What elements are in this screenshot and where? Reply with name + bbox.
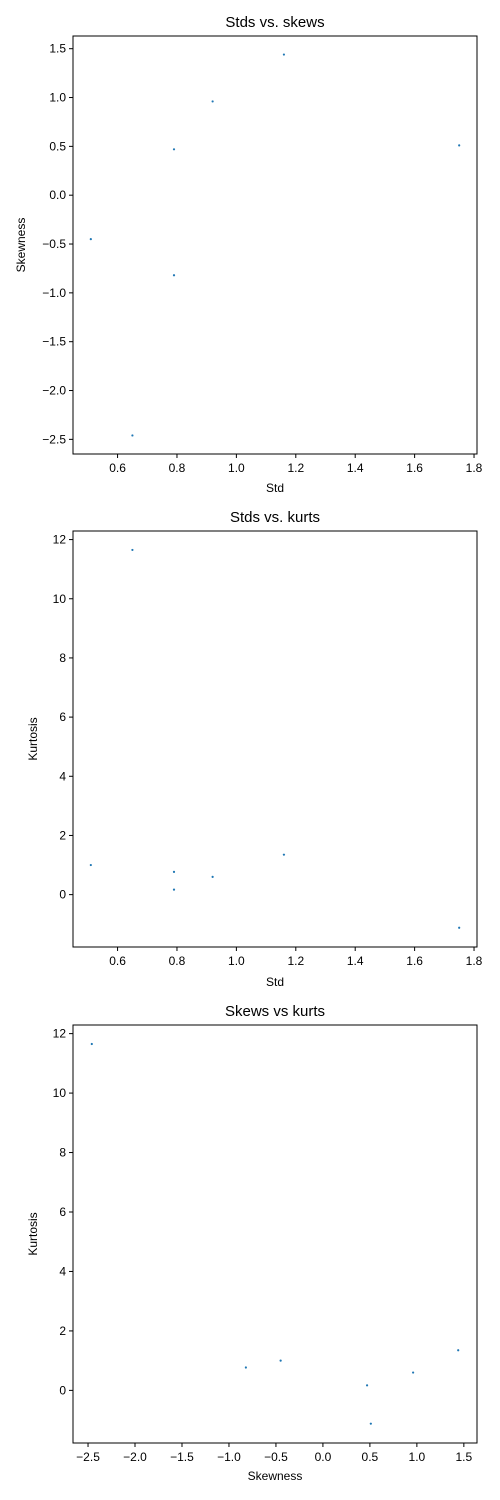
chart-3-plot-frame	[72, 1024, 478, 1444]
chart-3-y-ticks: 0 2 4 6 8 10 12	[53, 1027, 73, 1397]
y-tick-label: 10	[53, 1086, 67, 1100]
scatter-point	[279, 1359, 282, 1362]
chart-1-points	[89, 53, 461, 437]
x-tick-label: 0.8	[169, 954, 186, 968]
scatter-point	[211, 100, 214, 103]
y-tick-label: 4	[59, 769, 66, 783]
x-tick-label: −2.0	[123, 1450, 147, 1464]
y-tick-label: 2	[59, 1324, 66, 1338]
chart-stds-vs-skews: Stds vs. skews 0.6 0.8 1.0 1.2 1.4 1.6 1.8 −2.…	[14, 14, 483, 495]
scatter-point	[89, 238, 92, 241]
chart-1-y-label: Skewness	[14, 218, 28, 273]
scatter-point	[365, 1384, 369, 1387]
x-tick-label: 1.0	[409, 1450, 426, 1464]
chart-1-y-ticks: −2.5 −2.0 −1.5 −1.0 −0.5 0.0 0.5 1.0 1.5	[42, 42, 73, 446]
chart-2-plot-frame	[72, 530, 478, 948]
y-tick-label: −0.5	[42, 237, 66, 251]
x-tick-label: 0.0	[315, 1450, 332, 1464]
scatter-point	[282, 853, 286, 856]
y-tick-label: 0.0	[49, 188, 66, 202]
y-tick-label: 4	[59, 1264, 66, 1278]
scatter-point	[369, 1422, 372, 1425]
chart-3-x-ticks: −2.5 −2.0 −1.5 −1.0 −0.5 0.0 0.5 1.0 1.5	[76, 1443, 473, 1464]
scatter-point	[172, 148, 176, 151]
scatter-point	[282, 53, 286, 56]
y-tick-label: −1.5	[42, 335, 66, 349]
scatter-point	[457, 1349, 460, 1352]
chart-3-x-label: Skewness	[248, 1469, 303, 1483]
x-tick-label: −2.5	[76, 1450, 100, 1464]
y-tick-label: 10	[53, 592, 67, 606]
x-tick-label: 0.6	[109, 954, 126, 968]
scatter-point	[131, 434, 134, 437]
scatter-point	[211, 875, 214, 878]
scatter-point	[172, 870, 176, 873]
x-tick-label: 0.6	[109, 461, 126, 475]
x-tick-label: 0.8	[169, 461, 186, 475]
y-tick-label: −2.0	[42, 384, 66, 398]
x-tick-label: 1.8	[466, 461, 483, 475]
y-tick-label: 0	[59, 888, 66, 902]
x-tick-label: −0.5	[264, 1450, 288, 1464]
chart-2-title: Stds vs. kurts	[230, 509, 320, 526]
y-tick-label: 0	[59, 1383, 66, 1397]
chart-1-title: Stds vs. skews	[225, 14, 324, 31]
x-tick-label: 0.5	[362, 1450, 379, 1464]
chart-2-x-label: Std	[266, 975, 284, 989]
x-tick-label: 1.6	[406, 954, 423, 968]
y-tick-label: 12	[53, 533, 67, 547]
y-tick-label: 2	[59, 828, 66, 842]
x-tick-label: 1.0	[228, 954, 245, 968]
scatter-point	[172, 888, 176, 891]
scatter-point	[89, 863, 92, 867]
x-tick-label: 1.0	[228, 461, 245, 475]
chart-1-x-ticks: 0.6 0.8 1.0 1.2 1.4 1.6 1.8	[109, 454, 483, 475]
x-tick-label: 1.4	[347, 461, 364, 475]
chart-3-title: Skews vs kurts	[225, 1003, 325, 1020]
x-tick-label: −1.5	[170, 1450, 194, 1464]
y-tick-label: 8	[59, 651, 66, 665]
x-tick-label: 1.8	[466, 954, 483, 968]
chart-skews-vs-kurts: Skews vs kurts −2.5 −2.0 −1.5 −1.0 −0.5 0.0 0.…	[26, 1003, 478, 1483]
y-tick-label: 1.0	[49, 91, 66, 105]
chart-1-plot-frame	[72, 35, 478, 455]
y-tick-label: 12	[53, 1027, 67, 1041]
x-tick-label: 1.5	[456, 1450, 473, 1464]
chart-3-points	[90, 1042, 460, 1425]
y-tick-label: 6	[59, 1205, 66, 1219]
scatter-point	[172, 274, 176, 277]
chart-2-x-ticks: 0.6 0.8 1.0 1.2 1.4 1.6 1.8	[109, 947, 483, 968]
chart-2-y-ticks: 0 2 4 6 8 10 12	[53, 533, 73, 902]
scatter-point	[131, 548, 134, 552]
chart-stds-vs-kurts: Stds vs. kurts 0.6 0.8 1.0 1.2 1.4 1.6 1.8 0 2 4…	[26, 509, 483, 989]
chart-3-y-label: Kurtosis	[26, 1212, 40, 1255]
x-tick-label: 1.2	[287, 461, 304, 475]
y-tick-label: 8	[59, 1146, 66, 1160]
chart-2-y-label: Kurtosis	[26, 717, 40, 760]
scatter-point	[244, 1366, 247, 1369]
y-tick-label: 6	[59, 710, 66, 724]
scatter-point	[458, 144, 461, 147]
scatter-point	[458, 926, 461, 929]
y-tick-label: −2.5	[42, 432, 66, 446]
scatter-point	[90, 1042, 93, 1046]
scatter-point	[412, 1371, 415, 1374]
x-tick-label: 1.2	[287, 954, 304, 968]
x-tick-label: 1.6	[406, 461, 423, 475]
y-tick-label: −1.0	[42, 286, 66, 300]
chart-2-points	[89, 548, 461, 929]
y-tick-label: 1.5	[49, 42, 66, 56]
chart-1-x-label: Std	[266, 481, 284, 495]
x-tick-label: −1.0	[217, 1450, 241, 1464]
y-tick-label: 0.5	[49, 139, 66, 153]
x-tick-label: 1.4	[347, 954, 364, 968]
